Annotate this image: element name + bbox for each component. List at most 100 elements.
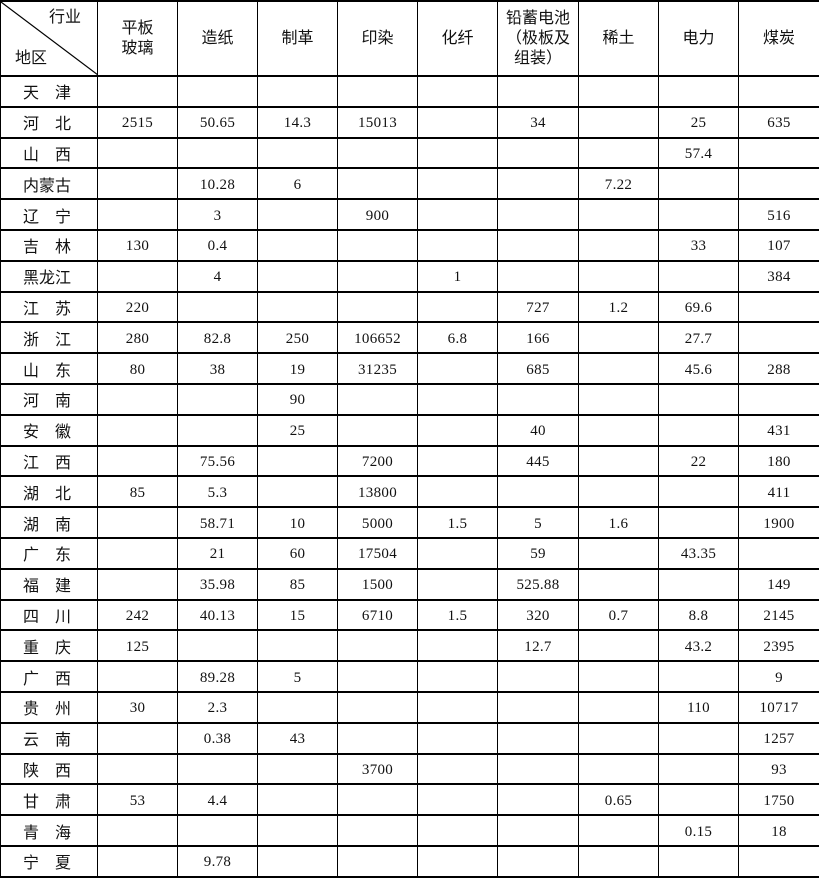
value-cell: 900 <box>338 199 418 230</box>
value-cell <box>338 261 418 292</box>
value-cell <box>498 76 579 107</box>
value-cell: 4.4 <box>178 784 258 815</box>
value-cell: 10 <box>258 507 338 538</box>
value-cell <box>579 199 659 230</box>
value-cell <box>498 754 579 785</box>
value-cell <box>98 415 178 446</box>
region-cell: 湖 北 <box>1 476 98 507</box>
value-cell: 10717 <box>739 692 819 723</box>
value-cell <box>659 723 739 754</box>
value-cell <box>659 261 739 292</box>
value-cell: 60 <box>258 538 338 569</box>
value-cell: 35.98 <box>178 569 258 600</box>
value-cell <box>338 138 418 169</box>
value-cell <box>498 199 579 230</box>
value-cell: 445 <box>498 446 579 477</box>
value-cell: 9 <box>739 661 819 692</box>
value-cell <box>178 415 258 446</box>
value-cell: 19 <box>258 353 338 384</box>
region-cell: 云 南 <box>1 723 98 754</box>
value-cell: 1.5 <box>418 507 498 538</box>
value-cell <box>498 138 579 169</box>
value-cell: 17504 <box>338 538 418 569</box>
value-cell <box>418 630 498 661</box>
value-cell <box>258 230 338 261</box>
value-cell <box>338 815 418 846</box>
value-cell <box>178 138 258 169</box>
value-cell: 12.7 <box>498 630 579 661</box>
value-cell <box>98 261 178 292</box>
value-cell: 125 <box>98 630 178 661</box>
value-cell <box>659 199 739 230</box>
value-cell <box>418 538 498 569</box>
value-cell: 89.28 <box>178 661 258 692</box>
value-cell: 27.7 <box>659 322 739 353</box>
value-cell <box>659 846 739 877</box>
value-cell: 40.13 <box>178 600 258 631</box>
region-cell: 四 川 <box>1 600 98 631</box>
value-cell <box>178 630 258 661</box>
value-cell <box>418 292 498 323</box>
value-cell: 43 <box>258 723 338 754</box>
value-cell: 85 <box>98 476 178 507</box>
value-cell: 7200 <box>338 446 418 477</box>
column-header: 印染 <box>338 1 418 76</box>
value-cell <box>258 784 338 815</box>
value-cell <box>659 168 739 199</box>
value-cell <box>98 199 178 230</box>
value-cell <box>579 661 659 692</box>
value-cell <box>579 630 659 661</box>
value-cell: 90 <box>258 384 338 415</box>
column-header: 电力 <box>659 1 739 76</box>
value-cell <box>498 784 579 815</box>
value-cell <box>258 630 338 661</box>
value-cell <box>498 384 579 415</box>
value-cell <box>579 846 659 877</box>
value-cell: 525.88 <box>498 569 579 600</box>
value-cell: 40 <box>498 415 579 446</box>
value-cell: 8.8 <box>659 600 739 631</box>
column-header: 稀土 <box>579 1 659 76</box>
region-cell: 宁 夏 <box>1 846 98 877</box>
value-cell <box>98 723 178 754</box>
value-cell <box>739 384 819 415</box>
value-cell <box>258 754 338 785</box>
value-cell <box>579 353 659 384</box>
value-cell: 149 <box>739 569 819 600</box>
value-cell <box>579 569 659 600</box>
value-cell <box>338 76 418 107</box>
value-cell <box>258 846 338 877</box>
value-cell: 59 <box>498 538 579 569</box>
value-cell: 5 <box>258 661 338 692</box>
value-cell <box>579 415 659 446</box>
value-cell <box>579 230 659 261</box>
region-cell: 天 津 <box>1 76 98 107</box>
table-row: 天 津 <box>1 76 819 107</box>
value-cell <box>659 384 739 415</box>
value-cell <box>98 76 178 107</box>
value-cell: 1900 <box>739 507 819 538</box>
value-cell: 1.5 <box>418 600 498 631</box>
value-cell <box>418 569 498 600</box>
value-cell <box>498 692 579 723</box>
value-cell: 9.78 <box>178 846 258 877</box>
value-cell: 3 <box>178 199 258 230</box>
value-cell <box>739 138 819 169</box>
value-cell <box>418 199 498 230</box>
value-cell: 411 <box>739 476 819 507</box>
region-cell: 辽 宁 <box>1 199 98 230</box>
value-cell <box>98 569 178 600</box>
